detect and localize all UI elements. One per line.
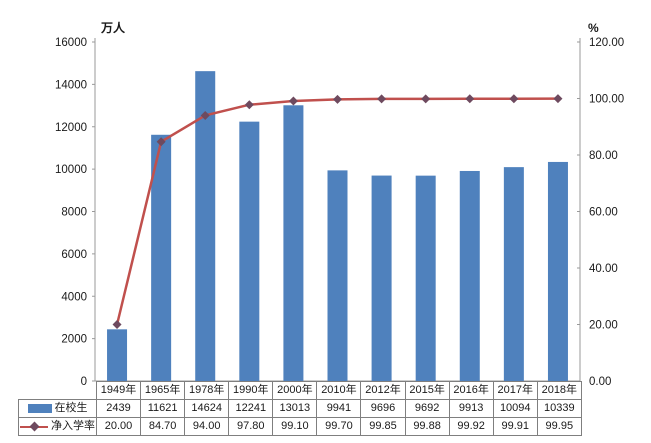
line-marker-2016年 xyxy=(465,94,475,104)
data-table-series-row: 在校生 2439 11621 14624 12241 13013 9941 9696 9692 9… xyxy=(18,399,582,418)
value-cell: 10094 xyxy=(492,399,538,418)
year-cell: 1949年 xyxy=(95,381,142,400)
line-marker-1978年 xyxy=(200,110,210,120)
right-axis-tick-label: 80.00 xyxy=(589,150,618,162)
left-axis-tick-label: 14000 xyxy=(55,79,87,91)
year-cell: 1978年 xyxy=(184,381,230,400)
year-cell: 1965年 xyxy=(140,381,186,400)
year-cell: 2018年 xyxy=(536,381,582,400)
value-cell: 9941 xyxy=(316,399,362,418)
bar-2016年 xyxy=(459,170,480,381)
bar-2017年 xyxy=(503,167,524,381)
value-cell: 99.10 xyxy=(272,417,318,436)
value-cell: 12241 xyxy=(228,399,274,418)
year-cell: 1990年 xyxy=(228,381,274,400)
data-table-series-row: 净入学率 20.00 84.70 94.00 97.80 99.10 99.70 99.85 9… xyxy=(18,417,582,436)
year-cell: 2010年 xyxy=(316,381,362,400)
value-cell: 99.91 xyxy=(492,417,538,436)
line-marker-1965年 xyxy=(156,137,166,147)
value-cell: 20.00 xyxy=(95,417,142,436)
value-cell: 97.80 xyxy=(228,417,274,436)
line-marker-2012年 xyxy=(377,94,387,104)
bar-2000年 xyxy=(283,105,304,382)
year-cell: 2015年 xyxy=(404,381,450,400)
bar-1990年 xyxy=(239,121,260,382)
value-cell: 13013 xyxy=(272,399,318,418)
bar-1965年 xyxy=(151,134,172,381)
line-marker-2018年 xyxy=(553,94,563,104)
line-marker-1990年 xyxy=(244,100,254,110)
legend-cell-line: 净入学率 xyxy=(18,417,97,436)
legend-label: 净入学率 xyxy=(51,420,95,432)
right-axis-tick-label: 40.00 xyxy=(589,263,618,275)
bar-1978年 xyxy=(195,71,216,382)
value-cell: 99.88 xyxy=(404,417,450,436)
bar-2015年 xyxy=(415,175,436,381)
value-cell: 99.85 xyxy=(360,417,406,436)
left-axis-unit-label: 万人 xyxy=(101,21,126,35)
left-axis-tick-label: 10000 xyxy=(55,164,87,176)
value-cell: 84.70 xyxy=(140,417,186,436)
legend-label: 在校生 xyxy=(54,402,88,414)
value-cell: 99.95 xyxy=(536,417,582,436)
left-axis-tick-label: 0 xyxy=(81,376,87,388)
value-cell: 14624 xyxy=(184,399,230,418)
line-legend-swatch-icon xyxy=(20,421,48,432)
value-cell: 94.00 xyxy=(184,417,230,436)
year-cell: 2016年 xyxy=(448,381,494,400)
value-cell: 11621 xyxy=(140,399,186,418)
chart-data-table: 1949年 1965年 1978年 1990年 2000年 2010年 2012年 2015年… xyxy=(18,381,582,436)
year-cell: 2017年 xyxy=(492,381,538,400)
left-axis-tick-label: 4000 xyxy=(61,291,87,303)
left-axis-tick-label: 8000 xyxy=(61,207,87,219)
left-axis-tick-label: 12000 xyxy=(55,122,87,134)
right-axis-tick-label: 60.00 xyxy=(589,207,618,219)
value-cell: 99.92 xyxy=(448,417,494,436)
value-cell: 10339 xyxy=(536,399,582,418)
value-cell: 99.70 xyxy=(316,417,362,436)
right-axis-tick-label: 120.00 xyxy=(589,37,624,49)
left-axis-tick-label: 6000 xyxy=(61,249,87,261)
bar-legend-swatch-icon xyxy=(27,404,52,413)
bar-2012年 xyxy=(371,175,392,381)
left-axis-tick-label: 16000 xyxy=(55,37,87,49)
right-axis-tick-label: 100.00 xyxy=(589,94,624,106)
line-marker-1949年 xyxy=(112,320,122,329)
line-marker-2015年 xyxy=(421,94,431,104)
data-table-corner xyxy=(19,382,97,400)
bar-2018年 xyxy=(547,161,568,381)
year-cell: 2000年 xyxy=(272,381,318,400)
right-axis-tick-label: 20.00 xyxy=(589,320,618,332)
bar-2010年 xyxy=(327,170,348,381)
value-cell: 2439 xyxy=(95,399,142,418)
right-axis-unit-label: % xyxy=(588,21,599,35)
legend-cell-bar: 在校生 xyxy=(18,399,97,418)
value-cell: 9696 xyxy=(360,399,406,418)
bar-1949年 xyxy=(107,329,128,381)
data-table-year-row: 1949年 1965年 1978年 1990年 2000年 2010年 2012年 2015年… xyxy=(19,381,582,400)
line-marker-2000年 xyxy=(288,96,298,106)
right-axis-tick-label: 0.00 xyxy=(589,376,611,388)
value-cell: 9692 xyxy=(404,399,450,418)
value-cell: 9913 xyxy=(448,399,494,418)
year-cell: 2012年 xyxy=(360,381,406,400)
line-marker-2010年 xyxy=(333,94,342,104)
line-marker-2017年 xyxy=(509,94,519,104)
left-axis-tick-label: 2000 xyxy=(61,334,87,346)
